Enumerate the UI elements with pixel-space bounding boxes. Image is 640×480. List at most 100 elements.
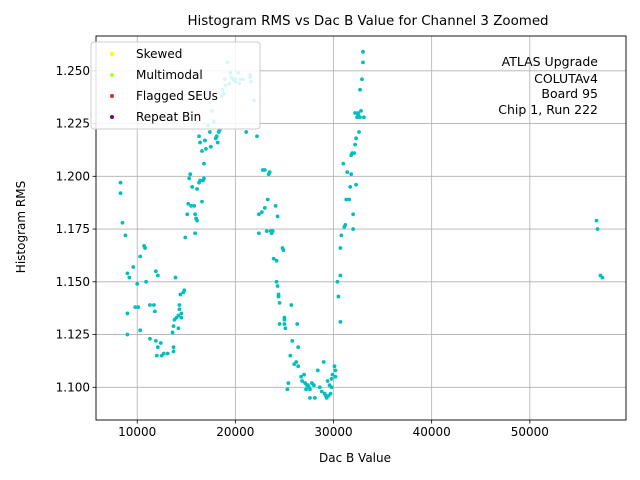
data-point (349, 172, 354, 177)
data-point (257, 231, 261, 236)
data-point (352, 151, 357, 156)
data-point (188, 172, 193, 177)
data-point (177, 303, 182, 307)
data-point (265, 197, 270, 202)
data-point (345, 170, 350, 174)
data-point (125, 271, 130, 276)
data-point (183, 235, 188, 240)
data-point (154, 353, 159, 358)
data-point (299, 374, 304, 379)
data-point (125, 311, 130, 316)
data-point (195, 218, 199, 223)
data-point (131, 265, 136, 269)
data-point (138, 328, 143, 333)
data-point (330, 372, 335, 377)
data-point (138, 254, 143, 259)
data-point (282, 322, 287, 326)
legend-marker-multimodal (110, 73, 114, 77)
data-point (315, 368, 320, 373)
legend-marker-skewed (110, 52, 114, 56)
data-point (120, 220, 125, 225)
y-axis: 1.100 1.125 1.150 1.175 1.200 1.225 1.250 (56, 64, 96, 394)
data-point (273, 203, 278, 208)
data-point (173, 275, 178, 280)
legend-box (90, 41, 261, 130)
data-point (176, 326, 181, 331)
data-point (155, 273, 160, 278)
data-point (171, 349, 176, 354)
chart-title: Histogram RMS vs Dac B Value for Channel… (187, 14, 548, 29)
data-point (341, 161, 346, 166)
data-point (325, 379, 330, 383)
data-point (361, 60, 365, 65)
data-point (204, 146, 208, 151)
data-point (595, 227, 600, 231)
data-point (259, 210, 264, 215)
data-point (195, 187, 199, 191)
annotation-line-2: COLUTAv4 (534, 71, 598, 86)
data-point (190, 184, 195, 189)
data-point (257, 212, 261, 217)
data-point (332, 364, 337, 369)
data-point (177, 307, 182, 312)
data-point (276, 294, 281, 299)
data-point (338, 273, 343, 278)
data-point (333, 368, 338, 373)
data-point (270, 229, 275, 234)
data-point (200, 199, 204, 204)
data-point (277, 301, 282, 305)
data-point (148, 303, 152, 307)
legend-label-multimodal: Multimodal (136, 68, 203, 82)
data-point (148, 336, 152, 341)
data-point (282, 317, 287, 322)
data-point (351, 212, 356, 217)
data-point (358, 115, 362, 120)
data-point (133, 305, 138, 310)
data-point (274, 279, 279, 284)
data-point (353, 142, 358, 147)
data-point (338, 246, 343, 250)
data-point (295, 322, 300, 326)
data-point (357, 130, 361, 134)
y-tick-label: 1.200 (56, 169, 90, 183)
data-point (351, 227, 356, 231)
data-point (329, 376, 334, 381)
data-point (215, 140, 220, 145)
data-point (594, 218, 599, 223)
data-point (262, 206, 267, 210)
data-point (353, 111, 358, 115)
data-point (328, 391, 333, 396)
y-tick-label: 1.150 (56, 275, 90, 289)
data-point (193, 231, 198, 236)
data-point (202, 176, 206, 181)
data-point (338, 319, 343, 324)
data-point (360, 77, 364, 82)
data-point (300, 379, 305, 383)
legend-marker-flagged-seus (110, 94, 114, 98)
x-axis: 10000 20000 30000 40000 50000 (118, 420, 549, 439)
data-point (290, 338, 295, 343)
data-point (158, 341, 163, 345)
x-tick-label: 40000 (413, 425, 451, 439)
data-point (317, 385, 322, 390)
data-point (208, 144, 213, 149)
data-point (275, 214, 280, 219)
data-point (275, 284, 280, 288)
data-point (347, 197, 352, 202)
data-point (321, 360, 326, 364)
data-point (281, 248, 286, 253)
data-point (262, 168, 267, 172)
x-axis-label: Dac B Value (319, 451, 391, 465)
data-point (264, 229, 269, 234)
data-point (294, 360, 299, 364)
y-tick-label: 1.225 (56, 117, 90, 131)
data-point (336, 294, 341, 299)
data-point (207, 130, 212, 134)
data-point (214, 134, 219, 139)
data-point (193, 212, 198, 217)
data-point (198, 140, 202, 145)
data-point (135, 282, 140, 286)
annotation-line-4: Chip 1, Run 222 (498, 102, 598, 117)
x-tick-label: 30000 (314, 425, 352, 439)
data-point (362, 115, 366, 120)
